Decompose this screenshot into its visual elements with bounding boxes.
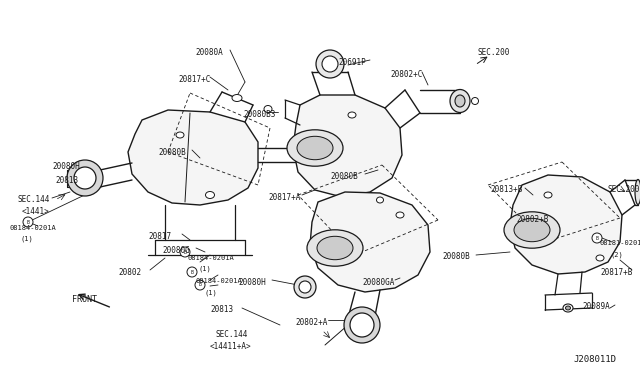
Text: B: B [191,269,193,275]
Text: B: B [184,250,186,254]
Ellipse shape [350,313,374,337]
Ellipse shape [205,192,214,199]
Text: 20080B: 20080B [442,252,470,261]
Ellipse shape [376,197,383,203]
Ellipse shape [504,212,560,248]
Text: 20802+A: 20802+A [295,318,328,327]
Ellipse shape [195,280,205,290]
Ellipse shape [176,132,184,138]
Text: 08184-0201A: 08184-0201A [188,255,235,261]
Text: 20080A: 20080A [195,48,223,57]
Ellipse shape [232,94,242,102]
Ellipse shape [344,307,380,343]
Text: 08184-0201A: 08184-0201A [10,225,57,231]
Ellipse shape [514,218,550,242]
Text: B: B [198,282,202,288]
Ellipse shape [74,167,96,189]
Polygon shape [510,175,622,274]
Text: J208011D: J208011D [573,355,616,364]
Text: (1): (1) [198,266,211,273]
Text: (1): (1) [20,236,33,243]
Text: 08181-0201A: 08181-0201A [600,240,640,246]
Polygon shape [293,95,402,197]
Text: 20080G: 20080G [162,246,189,255]
Text: 20080GA: 20080GA [362,278,394,287]
Text: 20080H: 20080H [238,278,266,287]
Text: 20080B: 20080B [330,172,358,181]
Ellipse shape [180,247,190,257]
Ellipse shape [297,136,333,160]
Ellipse shape [307,230,363,266]
Ellipse shape [322,56,338,72]
Text: 20813: 20813 [210,305,233,314]
Polygon shape [310,192,430,292]
Ellipse shape [455,95,465,107]
Text: SEC.144: SEC.144 [18,195,51,204]
Ellipse shape [450,90,470,112]
Text: 20080H: 20080H [52,162,80,171]
Text: 20802+B: 20802+B [516,215,548,224]
Ellipse shape [592,233,602,243]
Text: 20691P: 20691P [338,58,365,67]
Ellipse shape [287,130,343,166]
Ellipse shape [67,160,103,196]
Text: 20817+A: 20817+A [268,193,300,202]
Ellipse shape [596,255,604,261]
Ellipse shape [563,304,573,312]
Text: 20817: 20817 [148,232,171,241]
Text: FRONT: FRONT [72,295,97,304]
Text: <1441>: <1441> [22,207,50,216]
Text: 20089A: 20089A [582,302,610,311]
Polygon shape [128,110,258,205]
Ellipse shape [566,306,570,310]
Text: 20802: 20802 [118,268,141,277]
Ellipse shape [264,106,272,112]
Text: 20817+C: 20817+C [178,75,211,84]
Ellipse shape [316,50,344,78]
Text: (2): (2) [610,251,623,257]
Text: 20080B: 20080B [158,148,186,157]
Text: SEC.200: SEC.200 [608,185,640,194]
Ellipse shape [544,192,552,198]
Ellipse shape [187,267,197,277]
Text: 20813+B: 20813+B [490,185,522,194]
Text: 20802+C: 20802+C [390,70,422,79]
Text: 20080B3: 20080B3 [243,110,275,119]
Text: B: B [27,219,29,224]
Text: 20817+B: 20817+B [600,268,632,277]
Text: (1): (1) [205,289,218,295]
Ellipse shape [348,112,356,118]
Ellipse shape [635,180,640,205]
Text: 08184-0201A: 08184-0201A [195,278,242,284]
Ellipse shape [299,281,311,293]
Ellipse shape [396,212,404,218]
Text: 20813: 20813 [55,176,78,185]
Text: SEC.200: SEC.200 [478,48,510,57]
Ellipse shape [294,276,316,298]
Ellipse shape [472,97,479,105]
Text: SEC.144: SEC.144 [215,330,248,339]
Text: B: B [596,235,598,241]
Text: <14411+A>: <14411+A> [210,342,252,351]
Ellipse shape [23,217,33,227]
Ellipse shape [317,236,353,260]
